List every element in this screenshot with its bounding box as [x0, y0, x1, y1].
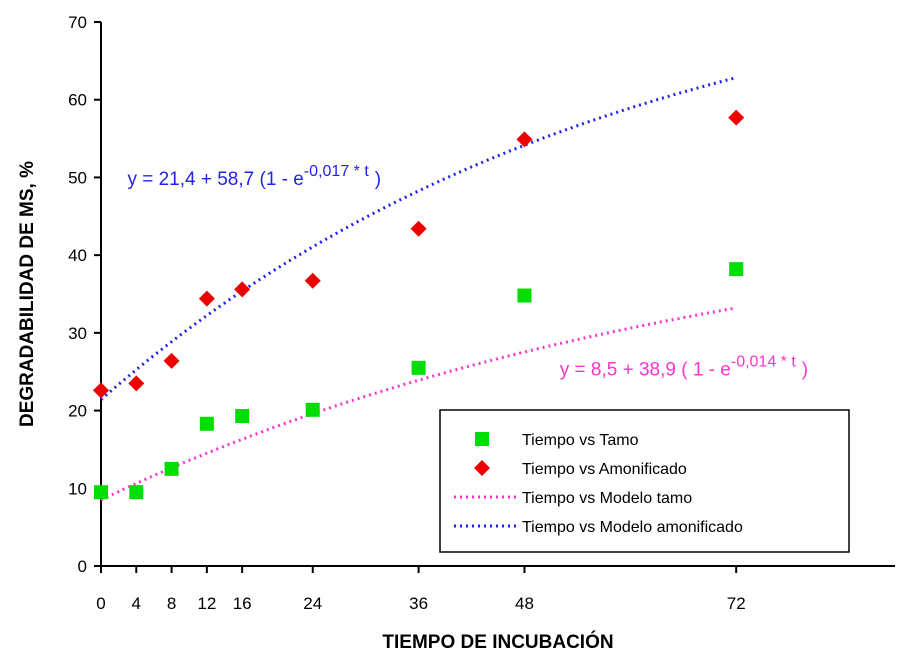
data-point [728, 109, 745, 126]
y-axis-title: DEGRADABILIDAD DE MS, % [17, 161, 38, 427]
equation-annotations: y = 21,4 + 58,7 (1 - e-0,017 * t) y = 8,5… [127, 163, 808, 380]
x-tick-label: 0 [96, 594, 105, 613]
model-curves [100, 76, 737, 502]
model-curve [100, 76, 737, 401]
x-tick-label: 72 [727, 594, 746, 613]
equation-label: y = 21,4 + 58,7 (1 - e-0,017 * t) [127, 163, 381, 190]
legend-entry-label: Tiempo vs Modelo amonificado [522, 519, 743, 536]
legend-marker-swatch [475, 432, 489, 446]
y-tick-label: 20 [68, 402, 87, 421]
y-tick-label: 10 [68, 479, 87, 498]
legend: Tiempo vs Tamo Tiempo vs Amonificado Tiemp… [439, 409, 850, 553]
y-tick-label: 40 [68, 246, 87, 265]
legend-entry-label: Tiempo vs Tamo [522, 432, 639, 449]
data-point [163, 352, 180, 369]
data-point [129, 485, 144, 500]
x-axis-title: TIEMPO DE INCUBACIÓN [382, 631, 613, 653]
axes [100, 22, 895, 567]
x-tick-label: 16 [233, 594, 252, 613]
x-tick-label: 4 [132, 594, 141, 613]
legend-box [439, 409, 850, 553]
data-point [93, 382, 109, 399]
legend-marker-swatch [474, 460, 490, 476]
x-tick-label: 24 [303, 594, 322, 613]
data-point [305, 402, 320, 417]
data-point [304, 272, 321, 289]
x-tick-label: 8 [167, 594, 176, 613]
data-point [516, 131, 533, 148]
data-points [93, 109, 745, 500]
data-point [235, 409, 250, 424]
y-ticks: 0 10 20 30 40 50 60 70 [68, 13, 101, 576]
data-point [234, 281, 251, 298]
data-point [198, 290, 215, 307]
data-point [164, 461, 179, 476]
data-point [128, 375, 145, 392]
legend-entry-label: Tiempo vs Amonificado [522, 461, 687, 478]
y-tick-label: 50 [68, 168, 87, 187]
y-tick-label: 0 [78, 557, 87, 576]
data-point [411, 360, 426, 375]
data-point [729, 262, 744, 277]
equation-label: y = 8,5 + 38,9 ( 1 - e-0,014 * t) [560, 354, 808, 381]
data-point [410, 220, 427, 237]
data-point [199, 416, 214, 431]
data-point [94, 485, 108, 500]
x-tick-label: 12 [197, 594, 216, 613]
legend-entry-label: Tiempo vs Modelo tamo [522, 490, 692, 507]
model-curve [100, 306, 737, 502]
x-tick-label: 48 [515, 594, 534, 613]
y-tick-label: 30 [68, 324, 87, 343]
x-ticks: 0 4 8 12 16 24 36 48 72 [96, 566, 746, 613]
x-tick-label: 36 [409, 594, 428, 613]
data-point [517, 288, 532, 303]
y-tick-label: 60 [68, 91, 87, 110]
y-tick-label: 70 [68, 13, 87, 32]
